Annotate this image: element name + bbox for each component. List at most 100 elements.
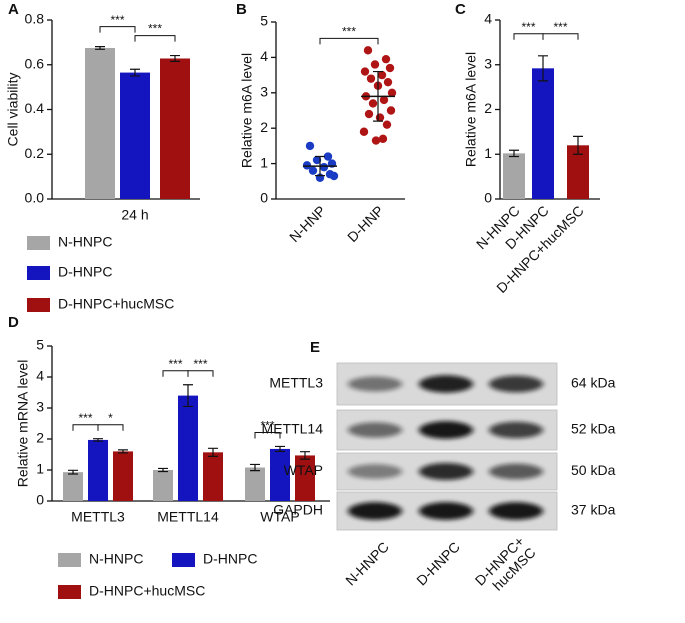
significance-label: ***	[78, 411, 92, 425]
y-tick-label: 0	[484, 190, 492, 206]
y-tick-label: 4	[36, 368, 44, 384]
y-axis-label: Relative m6A level	[463, 52, 479, 167]
y-tick-label: 0.2	[25, 145, 45, 161]
blot-band	[348, 422, 402, 438]
legend-swatch	[58, 585, 81, 599]
y-tick-label: 2	[484, 100, 492, 116]
bar	[178, 395, 198, 501]
column-label: D-HNPC	[413, 538, 463, 588]
error-bar	[95, 46, 105, 50]
significance-label: ***	[521, 20, 535, 34]
band-size: 37 kDa	[571, 502, 616, 518]
blot-band	[419, 462, 473, 481]
data-point	[366, 74, 376, 83]
panel-letter: C	[455, 1, 466, 18]
significance-label: ***	[260, 419, 274, 433]
legend-label: D-HNPC	[58, 264, 112, 280]
data-point	[385, 63, 395, 73]
error-bar	[183, 384, 193, 408]
error-bar	[315, 155, 325, 177]
significance-label: *	[108, 411, 113, 425]
column-label: N-HNPC	[342, 538, 392, 588]
y-tick-label: 4	[260, 48, 268, 64]
error-bar	[373, 70, 383, 122]
band-size: 50 kDa	[571, 462, 616, 478]
legend-swatch	[58, 553, 81, 567]
y-axis-label: Cell viability	[5, 73, 21, 147]
column-label: D-HNPC+hucMSC	[471, 533, 538, 600]
y-tick-label: 0.0	[25, 190, 45, 206]
significance-bracket	[254, 431, 281, 439]
blot-band	[489, 463, 543, 480]
x-tick-label: 24 h	[121, 207, 148, 223]
row-label: METTL3	[269, 375, 323, 391]
data-point	[312, 155, 322, 165]
data-point	[359, 127, 369, 136]
significance-label: ***	[193, 357, 207, 371]
row-label: WTAP	[284, 462, 323, 478]
y-tick-label: 1	[260, 154, 268, 170]
legend-swatch	[172, 553, 195, 567]
error-bar	[158, 467, 168, 473]
y-tick-label: 3	[36, 399, 44, 415]
blot-band	[489, 502, 543, 520]
data-point	[319, 162, 329, 172]
error-bar	[275, 445, 285, 452]
significance-label: ***	[342, 24, 356, 38]
blot-band	[489, 375, 543, 393]
significance-bracket	[513, 33, 544, 40]
data-point	[378, 134, 388, 144]
y-axis-label: Relative m6A level	[239, 53, 255, 168]
significance-bracket	[97, 424, 124, 431]
x-tick-label: N-HNP	[286, 202, 329, 245]
significance-bracket	[319, 37, 379, 45]
panel-letter: D	[8, 314, 19, 331]
data-point	[377, 70, 387, 80]
bar	[503, 153, 525, 199]
data-point	[368, 99, 378, 108]
data-point	[371, 136, 381, 145]
significance-label: ***	[553, 20, 567, 34]
error-bar	[118, 449, 128, 454]
blot-band	[348, 376, 402, 392]
x-tick-label: METTL3	[71, 509, 125, 525]
data-point	[308, 166, 318, 175]
data-point	[382, 120, 392, 129]
data-point	[381, 54, 391, 64]
data-point	[386, 106, 396, 115]
y-tick-label: 5	[260, 13, 268, 29]
data-point	[379, 95, 389, 105]
blot-band	[419, 375, 473, 393]
error-bar	[538, 55, 548, 82]
x-tick-label: D-HNP	[344, 202, 387, 245]
y-tick-label: 1	[36, 461, 44, 477]
error-bar	[68, 469, 78, 475]
y-tick-label: 4	[484, 11, 492, 27]
y-tick-label: 0.4	[25, 100, 45, 116]
bar	[295, 455, 315, 501]
bar	[63, 472, 83, 501]
legend-label: D-HNPC+hucMSC	[58, 296, 174, 312]
error-bar	[208, 447, 218, 457]
panel-letter: E	[310, 339, 320, 356]
x-tick-label: METTL14	[157, 509, 219, 525]
bar	[113, 451, 133, 501]
data-point	[360, 67, 370, 76]
error-bar	[250, 463, 260, 472]
significance-bracket	[72, 424, 99, 431]
bar	[270, 448, 290, 501]
y-tick-label: 0.8	[25, 11, 45, 27]
bar	[85, 47, 115, 199]
x-tick-label: WTAP	[260, 509, 299, 525]
significance-bracket	[187, 370, 214, 377]
bar	[203, 452, 223, 501]
panel-letter: B	[236, 1, 247, 18]
bar	[120, 72, 150, 199]
column-label-line: D-HNPC	[413, 538, 463, 588]
band-size: 64 kDa	[571, 375, 616, 391]
y-tick-label: 0	[36, 492, 44, 508]
legend-label: D-HNPC+hucMSC	[89, 583, 205, 599]
legend-label: D-HNPC	[203, 551, 257, 567]
bar	[160, 58, 190, 199]
legend-label: N-HNPC	[58, 234, 112, 250]
